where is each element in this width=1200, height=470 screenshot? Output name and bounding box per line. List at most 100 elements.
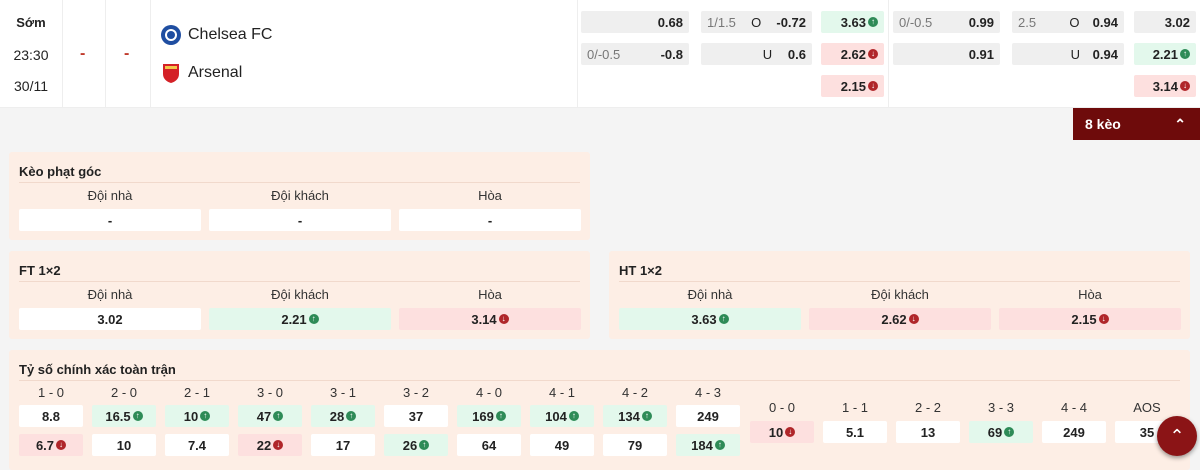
away-score-odds[interactable]: 79 (603, 434, 667, 456)
correct-score-panel: Tỷ số chính xác toàn trận 1 - 0 8.8 6.7 ↓ 2 … (9, 350, 1190, 470)
arrow-down-icon: ↓ (908, 314, 919, 324)
more-odds-label: 8 kèo (1085, 116, 1121, 132)
home-team[interactable]: Chelsea FC (160, 24, 272, 46)
score-label: 4 - 0 (475, 385, 502, 400)
column-label: Hòa (478, 287, 502, 302)
1x2-odds[interactable]: 3.63 ↑ (821, 11, 884, 33)
score-label: 3 - 2 (402, 385, 429, 400)
arrow-down-icon: ↓ (498, 314, 509, 324)
score-label: 4 - 3 (694, 385, 721, 400)
draw-score-odds[interactable]: 69 ↑ (969, 421, 1033, 443)
hdp2-away-odds[interactable]: 0.91 (893, 43, 1000, 65)
1x2-odds[interactable]: 2.62 ↓ (821, 43, 884, 65)
away-team[interactable]: Arsenal (160, 62, 242, 84)
arrow-down-icon: ↓ (1180, 81, 1190, 91)
ht-1x2-panel: HT 1×2 Đội nhà 3.63 ↑ Đội khách 2.62 ↓ Hòa 2.15… (609, 251, 1190, 339)
score-label: 2 - 0 (110, 385, 137, 400)
arsenal-logo-icon (163, 64, 179, 83)
column-label: Đội nhà (87, 188, 133, 203)
over2-odds[interactable]: 2.5 O 0.94 (1012, 11, 1124, 33)
home-score-odds[interactable]: 104 ↑ (530, 405, 594, 427)
away-team-name: Arsenal (188, 64, 243, 81)
arrow-up-icon: ↑ (641, 411, 652, 421)
odds-cell[interactable]: - (209, 209, 391, 231)
odds-cell[interactable]: - (399, 209, 581, 231)
ft-1x2-title: FT 1×2 (19, 263, 61, 278)
column-label: Hòa (1078, 287, 1102, 302)
score-label: 4 - 2 (621, 385, 648, 400)
away-score-odds[interactable]: 6.7 ↓ (19, 434, 83, 456)
draw-score-odds[interactable]: 10 ↓ (750, 421, 814, 443)
arrow-down-icon: ↓ (1098, 314, 1109, 324)
corner-panel: Kèo phạt góc Đội nhà - Đội khách - Hòa - (9, 152, 590, 240)
arrow-up-icon: ↑ (868, 17, 878, 27)
1x2-odds[interactable]: 2.15 ↓ (821, 75, 884, 97)
draw-score-odds[interactable]: 13 (896, 421, 960, 443)
odds-cell[interactable]: - (19, 209, 201, 231)
home-score-odds[interactable]: 37 (384, 405, 448, 427)
1x2-odds[interactable]: 2.21 ↑ (1134, 43, 1196, 65)
odds-cell[interactable]: 3.14 ↓ (399, 308, 581, 330)
ht-1x2-title: HT 1×2 (619, 263, 662, 278)
ft-1x2-panel: FT 1×2 Đội nhà 3.02 Đội khách 2.21 ↑ Hòa 3.14 ↓ (9, 251, 590, 339)
away-score-odds[interactable]: 22 ↓ (238, 434, 302, 456)
hdp-home-odds[interactable]: 0.68 (581, 11, 689, 33)
arrow-up-icon: ↑ (200, 411, 211, 421)
hdp2-home-odds[interactable]: 0/-0.5 0.99 (893, 11, 1000, 33)
odds-cell[interactable]: 2.21 ↑ (209, 308, 391, 330)
arrow-up-icon: ↑ (718, 314, 729, 324)
score-label: 3 - 3 (987, 400, 1014, 415)
arrow-up-icon: ↑ (568, 411, 579, 421)
under2-odds[interactable]: U 0.94 (1012, 43, 1124, 65)
odds-cell[interactable]: 3.63 ↑ (619, 308, 801, 330)
odds-cell[interactable]: 2.15 ↓ (999, 308, 1181, 330)
hdp-away-odds[interactable]: 0/-0.5 -0.8 (581, 43, 689, 65)
arrow-up-icon: ↑ (1004, 427, 1015, 437)
chelsea-logo-icon (161, 25, 181, 45)
score-label: 4 - 1 (548, 385, 575, 400)
score-label: AOS (1133, 400, 1161, 415)
odds-cell[interactable]: 2.62 ↓ (809, 308, 991, 330)
home-score-odds[interactable]: 28 ↑ (311, 405, 375, 427)
arrow-up-icon: ↑ (273, 411, 284, 421)
away-score-odds[interactable]: 26 ↑ (384, 434, 448, 456)
arrow-up-icon: ↑ (495, 411, 506, 421)
away-score-odds[interactable]: 64 (457, 434, 521, 456)
score-label: 1 - 0 (37, 385, 64, 400)
home-score-odds[interactable]: 8.8 (19, 405, 83, 427)
more-odds-button[interactable]: 8 kèo ⌃ (1073, 108, 1200, 140)
home-score-odds[interactable]: 16.5 ↑ (92, 405, 156, 427)
home-score-odds[interactable]: 169 ↑ (457, 405, 521, 427)
score-label: 2 - 1 (183, 385, 210, 400)
odds-cell[interactable]: 3.02 (19, 308, 201, 330)
score-label: 0 - 0 (768, 400, 795, 415)
1x2-odds[interactable]: 3.14 ↓ (1134, 75, 1196, 97)
draw-score-odds[interactable]: 5.1 (823, 421, 887, 443)
score-label: 4 - 4 (1060, 400, 1087, 415)
column-label: Đội nhà (687, 287, 733, 302)
home-score-odds[interactable]: 249 (676, 405, 740, 427)
score-ft: - (124, 45, 130, 62)
1x2-odds[interactable]: 3.02 (1134, 11, 1196, 33)
away-score-odds[interactable]: 17 (311, 434, 375, 456)
score-label: 3 - 1 (329, 385, 356, 400)
away-score-odds[interactable]: 49 (530, 434, 594, 456)
arrow-down-icon: ↓ (868, 49, 878, 59)
arrow-up-icon: ↑ (714, 440, 725, 450)
score-label: 2 - 2 (914, 400, 941, 415)
away-score-odds[interactable]: 184 ↑ (676, 434, 740, 456)
scroll-top-button[interactable]: ⌃ (1157, 416, 1197, 456)
away-score-odds[interactable]: 7.4 (165, 434, 229, 456)
column-label: Đội khách (871, 287, 929, 302)
match-status: Sớm (16, 15, 46, 30)
draw-score-odds[interactable]: 249 (1042, 421, 1106, 443)
over-odds[interactable]: 1/1.5 O -0.72 (701, 11, 812, 33)
arrow-down-icon: ↓ (273, 440, 284, 450)
column-label: Đội nhà (87, 287, 133, 302)
home-score-odds[interactable]: 47 ↑ (238, 405, 302, 427)
home-score-odds[interactable]: 10 ↑ (165, 405, 229, 427)
away-score-odds[interactable]: 10 (92, 434, 156, 456)
arrow-up-icon: ↑ (308, 314, 319, 324)
under-odds[interactable]: U 0.6 (701, 43, 812, 65)
home-score-odds[interactable]: 134 ↑ (603, 405, 667, 427)
